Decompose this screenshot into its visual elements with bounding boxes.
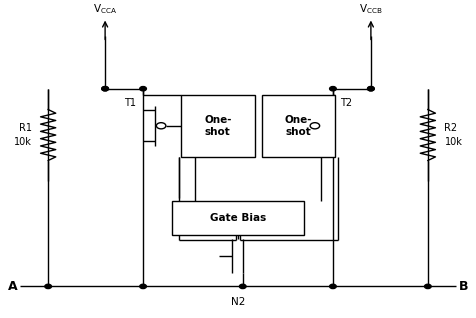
Circle shape (425, 284, 431, 288)
Text: T1: T1 (124, 98, 136, 107)
Circle shape (102, 86, 109, 91)
Text: N2: N2 (231, 297, 245, 307)
Text: A: A (8, 280, 17, 293)
Circle shape (329, 284, 336, 288)
Text: B: B (459, 280, 468, 293)
Bar (181, 95, 255, 157)
Text: V$_{\mathregular{CCB}}$: V$_{\mathregular{CCB}}$ (359, 2, 383, 16)
Text: V$_{\mathregular{CCA}}$: V$_{\mathregular{CCA}}$ (93, 2, 117, 16)
Circle shape (102, 86, 109, 91)
Text: R1
10k: R1 10k (14, 123, 31, 147)
Text: T2: T2 (340, 98, 352, 107)
Circle shape (45, 284, 51, 288)
Circle shape (140, 86, 147, 91)
Text: One-
shot: One- shot (285, 114, 312, 137)
Circle shape (140, 284, 147, 288)
Bar (171, 202, 305, 235)
Circle shape (329, 86, 336, 91)
Circle shape (367, 86, 374, 91)
Circle shape (367, 86, 374, 91)
Bar (262, 95, 335, 157)
Text: One-
shot: One- shot (204, 114, 232, 137)
Text: R2
10k: R2 10k (445, 123, 462, 147)
Circle shape (239, 284, 246, 288)
Text: Gate Bias: Gate Bias (210, 213, 266, 224)
